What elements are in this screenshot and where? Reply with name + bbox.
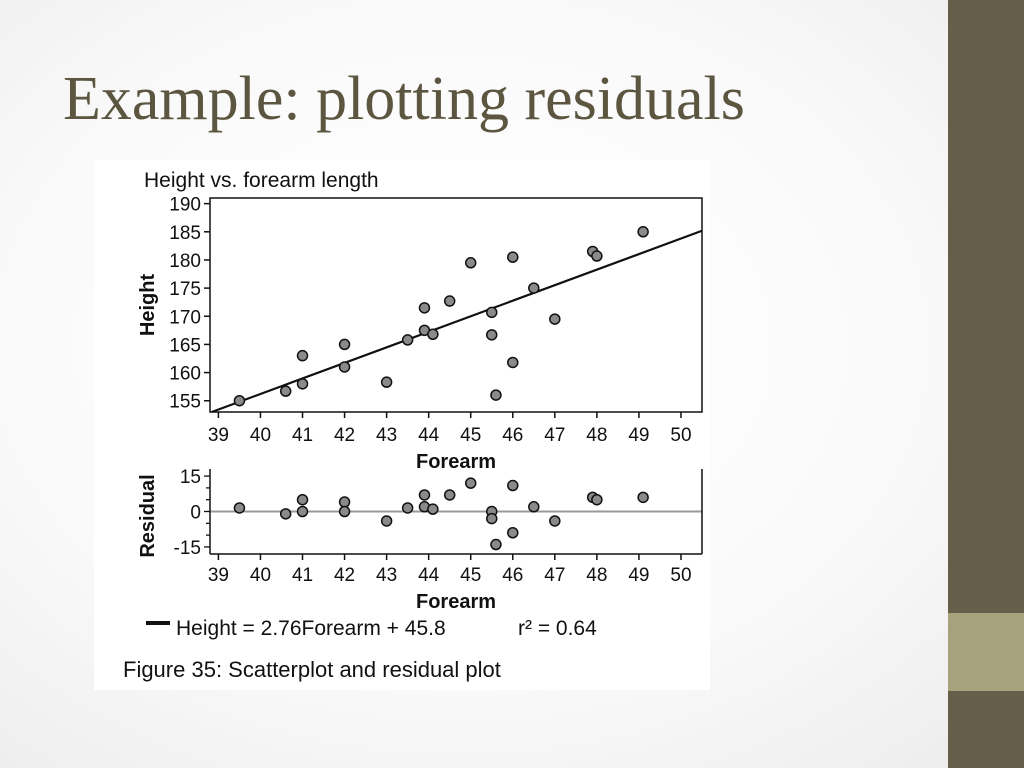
residual-x-tick-label: 47 — [544, 565, 565, 586]
main-data-point — [279, 385, 292, 397]
residual-data-point — [591, 493, 603, 506]
main-x-tick-label: 43 — [376, 425, 397, 446]
residual-y-tick-label: 0 — [190, 503, 201, 524]
main-data-point — [338, 361, 351, 373]
main-data-point — [507, 356, 519, 369]
main-x-axis-label: Forearm — [416, 451, 496, 473]
main-data-point — [338, 338, 351, 351]
main-data-point — [233, 394, 246, 407]
main-x-tick-label: 40 — [250, 425, 271, 446]
residual-data-points — [233, 477, 649, 551]
residual-data-point — [464, 477, 477, 489]
residual-data-point — [549, 515, 561, 527]
main-data-point — [296, 349, 309, 362]
residual-x-tick-label: 45 — [460, 565, 481, 586]
main-x-tick-label: 47 — [544, 425, 565, 446]
residual-x-tick-label: 50 — [670, 565, 691, 586]
residual-data-point — [443, 489, 456, 501]
residual-x-tick-label: 42 — [334, 565, 355, 586]
figure-caption: Figure 35: Scatterplot and residual plot — [123, 657, 501, 682]
main-x-tick-label: 41 — [292, 425, 313, 446]
legend-r-squared: r² = 0.64 — [518, 617, 597, 640]
main-data-point — [637, 226, 649, 238]
main-data-point — [485, 329, 498, 341]
residual-x-tick-label: 44 — [418, 565, 440, 586]
main-data-point — [464, 257, 477, 269]
residual-x-tick-label: 49 — [628, 565, 649, 586]
main-data-point — [427, 328, 439, 341]
main-y-axis: 155 160 165 170 175 180 185 190 — [169, 195, 210, 413]
main-x-tick-label: 44 — [418, 425, 440, 446]
main-x-tick-label: 46 — [502, 425, 523, 446]
main-data-point — [490, 389, 502, 401]
main-y-tick-label: 155 — [169, 392, 201, 413]
main-data-point — [591, 250, 603, 262]
main-data-point — [380, 376, 393, 388]
residual-data-point — [490, 538, 502, 551]
residual-data-point — [507, 479, 519, 492]
residual-data-point — [637, 491, 649, 504]
main-plot-frame — [209, 197, 703, 413]
residual-data-point — [279, 508, 292, 520]
main-data-point — [528, 282, 540, 294]
residual-x-tick-label: 43 — [376, 565, 397, 586]
main-x-tick-label: 42 — [334, 425, 355, 446]
residual-data-point — [338, 496, 351, 508]
residual-data-point — [418, 489, 431, 501]
residual-data-point — [296, 505, 309, 518]
main-x-tick-label: 48 — [586, 425, 607, 446]
residual-x-tick-label: 48 — [586, 565, 607, 586]
main-x-tick-label: 49 — [628, 425, 649, 446]
main-y-tick-label: 185 — [169, 223, 201, 244]
main-data-point — [443, 295, 456, 307]
residual-y-tick-label: -15 — [174, 538, 201, 559]
main-data-point — [401, 334, 414, 346]
residual-x-tick-label: 39 — [208, 565, 229, 586]
main-data-points — [233, 226, 649, 407]
main-data-point — [418, 302, 431, 314]
main-x-tick-label: 50 — [670, 425, 691, 446]
residual-data-point — [233, 502, 246, 514]
residual-data-point — [296, 493, 309, 506]
main-y-tick-label: 180 — [169, 251, 201, 272]
residual-data-point — [485, 512, 498, 525]
residual-x-tick-label: 40 — [250, 565, 271, 586]
sidebar-accent-block — [948, 613, 1024, 691]
main-x-axis: 39 40 41 42 43 44 45 46 47 48 49 50 — [208, 412, 692, 446]
main-chart-title: Height vs. forearm length — [144, 169, 379, 192]
residual-data-point — [507, 527, 519, 539]
residual-data-point — [401, 502, 414, 514]
legend-equation: Height = 2.76Forearm + 45.8 — [176, 617, 446, 640]
residual-y-tick-label: 15 — [180, 467, 201, 488]
main-y-tick-label: 165 — [169, 335, 201, 356]
main-y-tick-label: 170 — [169, 307, 201, 328]
figure-svg: Height vs. forearm length 155 160 165 170 17… — [123, 169, 703, 682]
residual-data-point — [380, 515, 393, 527]
main-y-tick-label: 160 — [169, 364, 201, 385]
regression-line — [211, 229, 703, 414]
main-data-point — [485, 306, 498, 319]
main-data-point — [296, 378, 309, 390]
main-y-tick-label: 175 — [169, 279, 201, 300]
main-data-point — [549, 313, 561, 325]
main-data-point — [507, 251, 519, 263]
slide-title: Example: plotting residuals — [63, 65, 745, 133]
residual-data-point — [338, 505, 351, 518]
residual-x-axis-label: Forearm — [416, 591, 496, 613]
residual-x-tick-label: 46 — [502, 565, 523, 586]
main-x-tick-label: 39 — [208, 425, 229, 446]
residual-y-axis: -15 0 15 — [174, 467, 210, 559]
residual-y-axis-label: Residual — [137, 474, 159, 557]
residual-data-point — [528, 501, 540, 513]
main-y-tick-label: 190 — [169, 195, 201, 216]
residual-x-tick-label: 41 — [292, 565, 313, 586]
main-y-axis-label: Height — [137, 274, 159, 337]
main-x-tick-label: 45 — [460, 425, 481, 446]
residual-x-axis: 39 40 41 42 43 44 45 46 47 48 49 50 — [208, 554, 692, 586]
figure-panel: Height vs. forearm length 155 160 165 170 17… — [94, 160, 710, 690]
residual-data-point — [427, 503, 439, 515]
